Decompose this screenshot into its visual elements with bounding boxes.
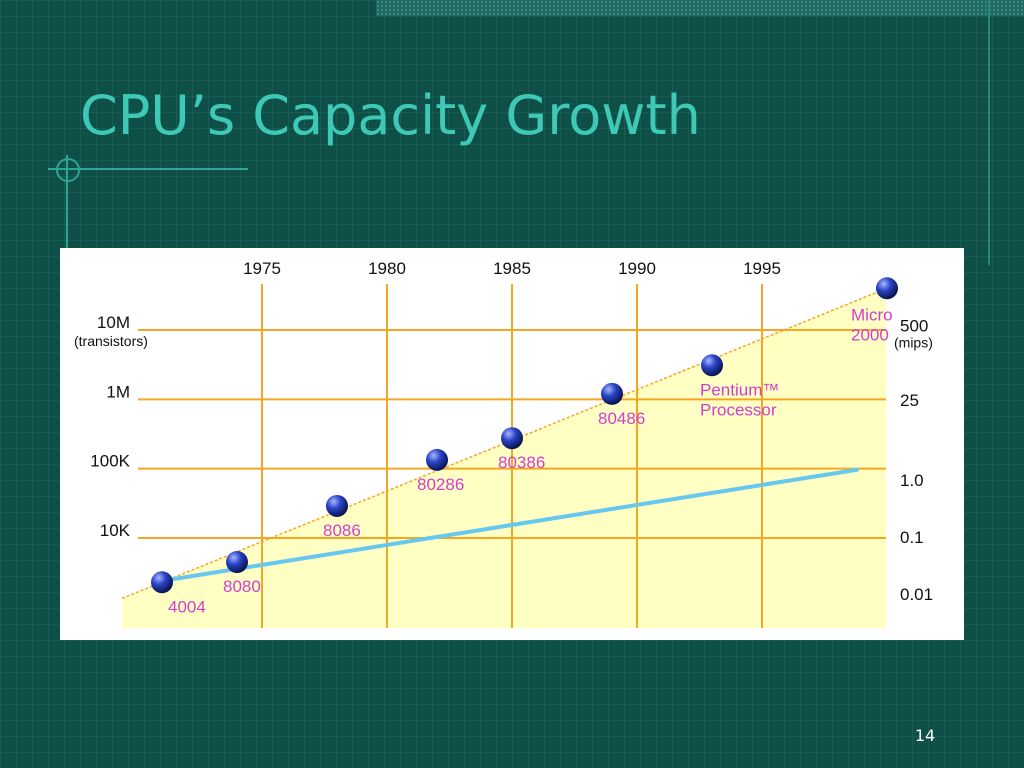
processor-label: 8086 [323,521,361,540]
growth-area-fill [122,288,886,628]
x-tick-label: 1995 [743,259,781,278]
x-tick-label: 1980 [368,259,406,278]
mips-trend-line [151,467,859,585]
left-tick-label: 100K [90,452,130,471]
processor-label-line: Processor [700,400,777,419]
cpu-growth-chart: 10M 1M 100K 10K (transistors) 1975 1980 1985 199… [60,248,964,640]
left-tick-label: 10K [100,521,131,540]
processor-label: Micro 2000 [851,305,893,344]
x-tick-label: 1975 [243,259,281,278]
processor-label-line: Pentium™ [700,380,779,399]
processor-label-line: 8086 [323,521,361,540]
processor-label-line: 2000 [851,325,889,344]
chart-svg: 10M 1M 100K 10K (transistors) 1975 1980 1985 199… [74,259,933,628]
processor-label: Pentium™ Processor [700,380,779,419]
right-tick-label: 0.1 [900,528,924,547]
right-axis-label: (mips) [894,335,933,351]
crosshair-ornament-icon [56,158,80,182]
right-tick-label: 500 [900,317,928,336]
left-tick-label: 10M [97,313,130,332]
left-tick-label: 1M [106,382,130,401]
left-axis-label: (transistors) [74,333,148,349]
right-tick-label: 25 [900,391,919,410]
processor-label: 8080 [223,577,261,596]
processor-label: 80286 [417,475,464,494]
decorative-vertical-rule [66,155,68,265]
processor-point [426,448,448,471]
processor-label-line: 80386 [498,453,545,472]
processor-point [601,382,623,405]
processor-label-line: 80286 [417,475,464,494]
processor-label-line: 4004 [168,597,206,616]
decorative-vertical-line [988,0,990,265]
top-decorative-band [376,0,1024,16]
x-tick-label: 1990 [618,259,656,278]
processor-label-line: 80486 [598,409,645,428]
page-number: 14 [914,726,936,745]
processor-point [226,551,248,574]
processor-label: 80486 [598,409,645,428]
processor-label-line: Micro [851,305,893,324]
processor-point [701,354,723,377]
processor-point [501,427,523,450]
processor-label: 4004 [168,597,206,616]
x-tick-label: 1985 [493,259,531,278]
processor-point [876,277,898,300]
slide-title: CPU’s Capacity Growth [80,84,701,147]
right-tick-label: 0.01 [900,585,933,604]
processor-label: 80386 [498,453,545,472]
processor-label-line: 8080 [223,577,261,596]
right-tick-label: 1.0 [900,471,924,490]
processor-point [326,494,348,517]
title-underline-rule [48,168,248,170]
processor-point [151,571,173,594]
